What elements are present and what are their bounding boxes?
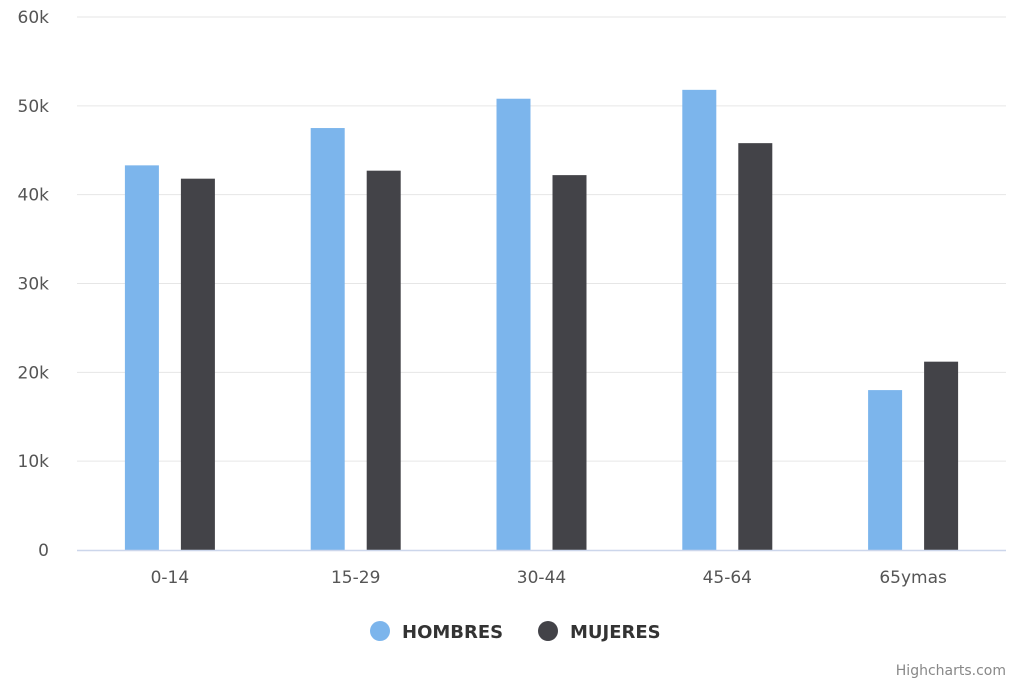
bars: [124, 89, 959, 551]
bar-mujeres-30-44[interactable]: [552, 175, 587, 550]
legend-marker-hombres: [370, 621, 390, 641]
x-tick-label: 30-44: [517, 568, 566, 588]
bar-hombres-65ymas[interactable]: [868, 390, 903, 550]
gridlines: [77, 16, 1006, 462]
x-tick-label: 0-14: [151, 568, 190, 588]
legend-label-mujeres: MUJERES: [570, 622, 661, 643]
y-tick-label: 30k: [18, 275, 50, 295]
y-tick-label: 60k: [18, 8, 50, 28]
legend-marker-mujeres: [538, 621, 558, 641]
y-tick-label: 10k: [18, 452, 50, 472]
legend-item-hombres[interactable]: HOMBRES: [370, 621, 503, 643]
bar-hombres-0-14[interactable]: [124, 165, 159, 550]
y-tick-label: 40k: [18, 186, 50, 206]
credits-link[interactable]: Highcharts.com: [896, 663, 1006, 679]
y-tick-label: 0: [38, 541, 49, 561]
bar-mujeres-0-14[interactable]: [180, 178, 215, 550]
x-tick-label: 15-29: [331, 568, 380, 588]
x-tick-label: 45-64: [703, 568, 752, 588]
bar-mujeres-15-29[interactable]: [366, 170, 401, 550]
bar-mujeres-45-64[interactable]: [738, 143, 773, 551]
bar-hombres-30-44[interactable]: [496, 98, 531, 550]
y-tick-label: 50k: [18, 97, 50, 117]
y-tick-label: 20k: [18, 363, 50, 383]
legend: HOMBRES MUJERES: [370, 621, 661, 643]
y-axis-labels: 0 10k 20k 30k 40k 50k 60k: [18, 8, 50, 561]
legend-label-hombres: HOMBRES: [402, 622, 503, 643]
bar-mujeres-65ymas[interactable]: [924, 361, 959, 550]
x-axis-labels: 0-14 15-29 30-44 45-64 65ymas: [151, 568, 947, 588]
x-tick-label: 65ymas: [879, 568, 947, 588]
bar-hombres-15-29[interactable]: [310, 128, 345, 550]
legend-item-mujeres[interactable]: MUJERES: [538, 621, 661, 643]
bar-hombres-45-64[interactable]: [682, 89, 717, 551]
